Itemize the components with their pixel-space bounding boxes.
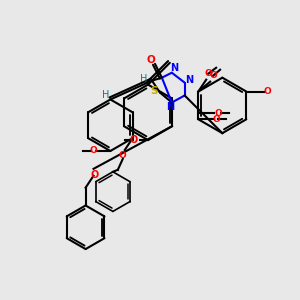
Text: O: O <box>129 135 137 145</box>
Text: N: N <box>186 75 194 85</box>
Text: O: O <box>204 69 212 78</box>
Text: O: O <box>119 152 127 160</box>
Text: S: S <box>150 85 158 96</box>
Text: O: O <box>147 55 155 65</box>
Text: O: O <box>263 87 271 96</box>
Text: H: H <box>140 74 148 84</box>
Text: N: N <box>166 102 174 112</box>
Text: O: O <box>209 71 217 80</box>
Text: O: O <box>90 170 99 180</box>
Text: O: O <box>214 109 222 118</box>
Text: H: H <box>102 89 109 100</box>
Text: O: O <box>90 146 98 155</box>
Text: N: N <box>170 63 178 73</box>
Text: O: O <box>212 115 220 124</box>
